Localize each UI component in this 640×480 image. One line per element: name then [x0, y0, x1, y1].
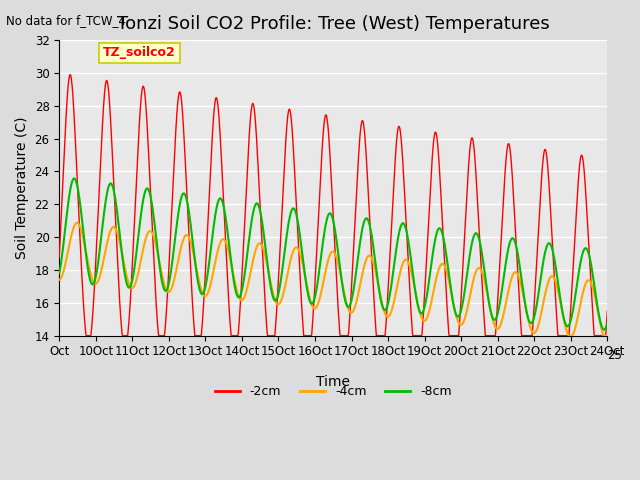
Legend: -2cm, -4cm, -8cm: -2cm, -4cm, -8cm [210, 380, 457, 403]
Text: 25: 25 [607, 349, 622, 362]
Text: No data for f_TCW_4: No data for f_TCW_4 [6, 14, 126, 27]
Y-axis label: Soil Temperature (C): Soil Temperature (C) [15, 117, 29, 259]
Text: TZ_soilco2: TZ_soilco2 [103, 47, 176, 60]
Title: Tonzi Soil CO2 Profile: Tree (West) Temperatures: Tonzi Soil CO2 Profile: Tree (West) Temp… [117, 15, 550, 33]
X-axis label: Time: Time [316, 375, 350, 389]
